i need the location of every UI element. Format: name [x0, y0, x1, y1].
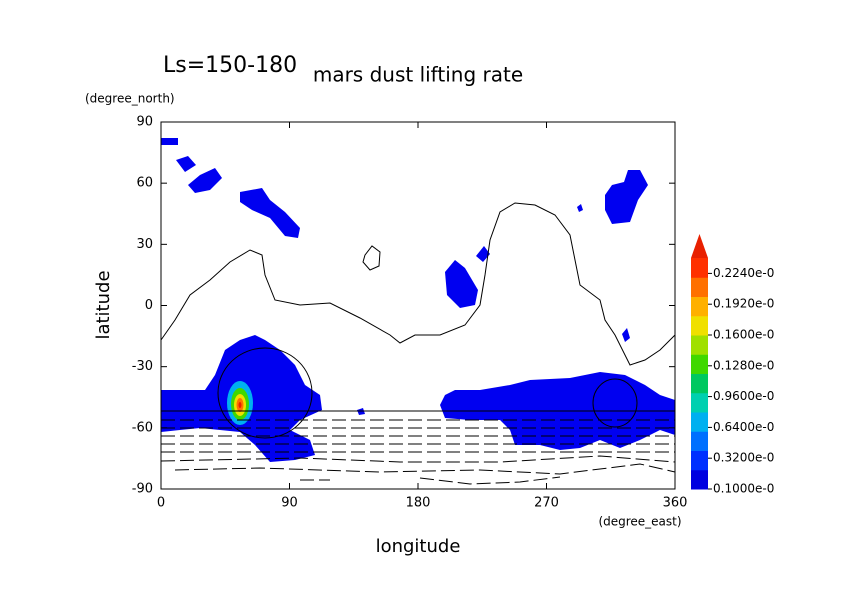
x-tick-label: 90 [281, 496, 298, 511]
contour-line [592, 378, 638, 428]
colorbar-band [691, 277, 708, 297]
contour-line [160, 455, 676, 463]
dust-region [161, 138, 178, 145]
dust-region [476, 246, 490, 262]
x-axis-label: longitude [376, 536, 461, 557]
colorbar-band [691, 354, 708, 374]
colorbar-tick-label: 0.1920e-0 [713, 297, 774, 311]
dust-region [577, 204, 583, 212]
colorbar-tick-label: 0.1000e-0 [713, 482, 774, 496]
colorbar-extend [691, 234, 708, 258]
colorbar-band [691, 431, 708, 451]
colorbar-band [691, 373, 708, 394]
x-tick-label: 270 [534, 496, 559, 511]
contour-line [174, 463, 676, 475]
dust-field [161, 138, 675, 462]
colorbar-band [691, 469, 708, 490]
chart-title: mars dust lifting rate [313, 63, 523, 87]
colorbar-band [691, 315, 708, 336]
colorbar-tick-label: 0.1600e-0 [713, 328, 774, 342]
colorbar-tick-label: 0.2240e-0 [713, 266, 774, 280]
contour-line [217, 347, 313, 439]
colorbar-tick-label: 0.3200e-0 [713, 451, 774, 465]
colorbar-band [691, 412, 708, 432]
colorbar-band [691, 450, 708, 471]
colorbar-tick-label: 0.6400e-0 [713, 420, 774, 434]
contour-line [362, 245, 381, 271]
dust-region [605, 170, 648, 224]
contour-line [300, 476, 561, 485]
contour-line [160, 202, 676, 366]
y-tick-label: -90 [132, 482, 153, 497]
dust-region [188, 168, 222, 193]
colorbar-tick-label: 0.1280e-0 [713, 358, 774, 372]
dust-region [240, 188, 300, 238]
colorbar-band [691, 392, 708, 413]
x-tick-label: 180 [406, 496, 431, 511]
colorbar-tick-label: 0.9600e-0 [713, 389, 774, 403]
x-tick-label: 360 [663, 496, 688, 511]
y-tick-label: 0 [145, 298, 153, 313]
x-unit: (degree_east) [598, 515, 681, 529]
colorbar-band [691, 335, 708, 355]
dust-region [445, 260, 478, 308]
colorbar-band [691, 296, 708, 317]
y-tick-label: -30 [132, 359, 153, 374]
dust-core [238, 402, 242, 408]
dust-region [176, 156, 196, 172]
colorbar-band [691, 258, 708, 278]
y-tick-label: 90 [136, 115, 153, 130]
y-tick-label: -60 [132, 420, 153, 435]
chart-subtitle: Ls=150-180 [163, 53, 297, 78]
x-tick-label: 0 [157, 496, 165, 511]
y-tick-label: 60 [136, 176, 153, 191]
y-axis-label: latitude [93, 270, 114, 339]
topography-contours [160, 202, 676, 485]
dust-region [622, 328, 630, 342]
y-tick-label: 30 [136, 237, 153, 252]
y-unit: (degree_north) [85, 92, 175, 106]
